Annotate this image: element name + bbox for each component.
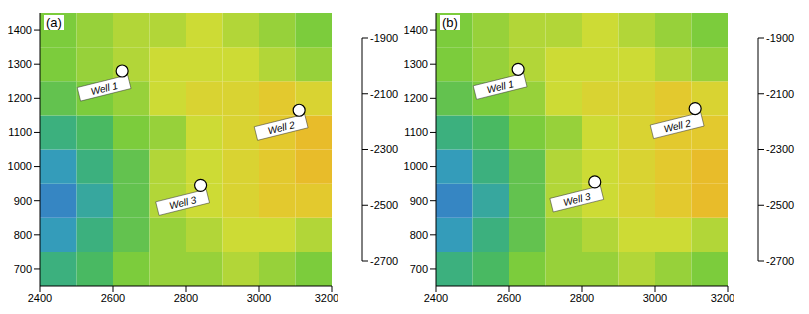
html-text:(a): (a)	[46, 15, 62, 30]
svg-text:800: 800	[14, 229, 32, 241]
svg-text:-2100: -2100	[370, 88, 398, 100]
svg-text:1300: 1300	[404, 58, 428, 70]
svg-text:Well 3: Well 3	[562, 191, 592, 208]
svg-text:700: 700	[410, 263, 428, 275]
svg-text:3000: 3000	[247, 292, 271, 304]
svg-text:-2700: -2700	[766, 255, 794, 267]
svg-text:-2100: -2100	[766, 88, 794, 100]
svg-text:1400: 1400	[404, 24, 428, 36]
svg-text:Well 2: Well 2	[663, 117, 693, 134]
svg-text:Well 1: Well 1	[486, 78, 515, 95]
svg-text:1100: 1100	[404, 126, 428, 138]
svg-text:1100: 1100	[8, 126, 32, 138]
svg-text:1000: 1000	[8, 160, 32, 172]
svg-text:-2300: -2300	[766, 143, 794, 155]
svg-text:-2500: -2500	[370, 199, 398, 211]
svg-text:-2700: -2700	[370, 255, 398, 267]
svg-text:2400: 2400	[424, 292, 448, 304]
svg-text:Well 2: Well 2	[267, 119, 297, 136]
svg-text:Well 1: Well 1	[90, 80, 119, 97]
svg-text:3200: 3200	[711, 292, 734, 304]
svg-text:-1900: -1900	[766, 32, 794, 44]
svg-text:3200: 3200	[315, 292, 338, 304]
svg-text:2600: 2600	[101, 292, 125, 304]
svg-text:1300: 1300	[8, 58, 32, 70]
svg-text:-1900: -1900	[370, 32, 398, 44]
svg-text:800: 800	[410, 229, 428, 241]
svg-text:1200: 1200	[8, 92, 32, 104]
svg-text:Well 3: Well 3	[168, 194, 198, 211]
svg-text:1200: 1200	[404, 92, 428, 104]
svg-text:700: 700	[14, 263, 32, 275]
svg-text:2400: 2400	[28, 292, 52, 304]
html-text:(b): (b)	[442, 15, 458, 30]
svg-text:2800: 2800	[570, 292, 594, 304]
svg-text:1000: 1000	[404, 160, 428, 172]
svg-text:900: 900	[410, 195, 428, 207]
svg-text:3000: 3000	[643, 292, 667, 304]
svg-text:2800: 2800	[174, 292, 198, 304]
svg-text:2600: 2600	[497, 292, 521, 304]
svg-text:900: 900	[14, 195, 32, 207]
svg-text:1400: 1400	[8, 24, 32, 36]
svg-text:-2500: -2500	[766, 199, 794, 211]
svg-text:-2300: -2300	[370, 143, 398, 155]
